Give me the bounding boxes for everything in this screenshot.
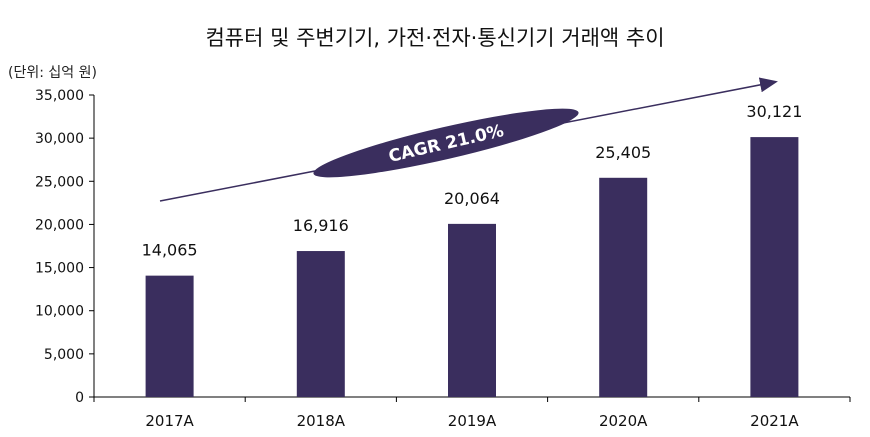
- y-tick-label: 5,000: [44, 347, 84, 363]
- cagr-badge: CAGR 21.0%: [313, 108, 579, 178]
- bar: [750, 137, 799, 397]
- x-tick-label: 2019A: [448, 412, 497, 430]
- unit-label: (단위: 십억 원): [8, 65, 97, 81]
- bar: [448, 223, 496, 397]
- cagr-badge-shape: [313, 108, 579, 178]
- bar: [145, 275, 194, 397]
- y-tick-label: 35,000: [35, 88, 84, 104]
- data-label: 30,121: [746, 102, 802, 121]
- y-tick-label: 15,000: [35, 261, 84, 277]
- x-tick-label: 2018A: [297, 412, 346, 430]
- bar: [599, 177, 648, 397]
- x-tick-label: 2021A: [750, 412, 799, 430]
- bar: [296, 251, 345, 397]
- y-tick-label: 0: [75, 390, 84, 406]
- y-tick-label: 20,000: [35, 217, 84, 233]
- data-label: 20,064: [444, 189, 500, 208]
- y-tick-label: 30,000: [35, 131, 84, 147]
- chart-title: 컴퓨터 및 주변기기, 가전·전자·통신기기 거래액 추이: [205, 26, 665, 50]
- y-tick-label: 25,000: [35, 174, 84, 190]
- x-tick-label: 2020A: [599, 412, 648, 430]
- data-label: 16,916: [293, 216, 349, 235]
- x-tick-label: 2017A: [145, 412, 194, 430]
- data-label: 14,065: [142, 241, 198, 260]
- data-label: 25,405: [595, 143, 651, 162]
- y-tick-label: 10,000: [35, 304, 84, 320]
